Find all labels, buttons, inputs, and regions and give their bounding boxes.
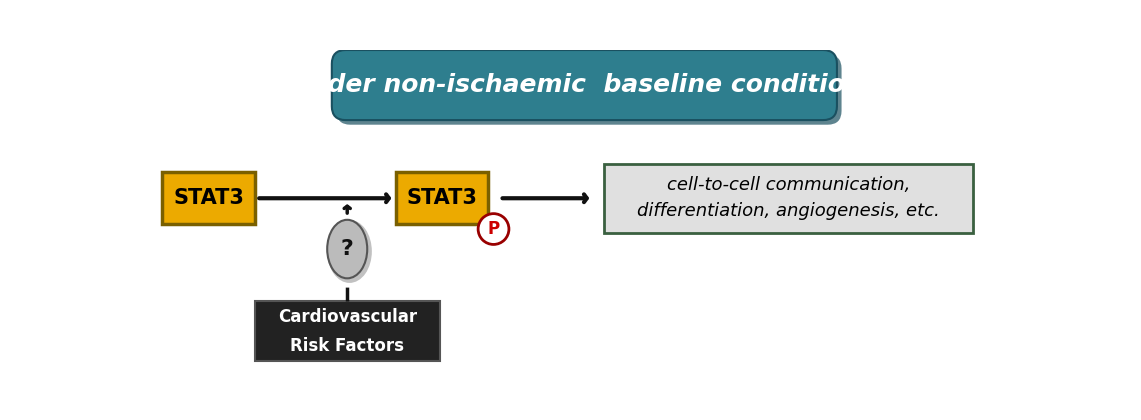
FancyBboxPatch shape	[254, 302, 439, 362]
Text: cell-to-cell communication,
differentiation, angiogenesis, etc.: cell-to-cell communication, differentiat…	[637, 176, 940, 220]
FancyBboxPatch shape	[604, 163, 973, 233]
FancyBboxPatch shape	[337, 55, 842, 125]
FancyBboxPatch shape	[396, 172, 488, 224]
Text: under non-ischaemic  baseline conditions: under non-ischaemic baseline conditions	[292, 73, 877, 97]
Text: STAT3: STAT3	[173, 188, 244, 208]
Ellipse shape	[327, 220, 372, 283]
Text: ?: ?	[341, 239, 354, 259]
Text: P: P	[487, 220, 500, 238]
FancyBboxPatch shape	[162, 172, 254, 224]
Text: Cardiovascular
Risk Factors: Cardiovascular Risk Factors	[277, 308, 416, 355]
Circle shape	[478, 214, 509, 244]
FancyBboxPatch shape	[332, 50, 837, 120]
Ellipse shape	[327, 220, 367, 278]
Text: STAT3: STAT3	[406, 188, 477, 208]
